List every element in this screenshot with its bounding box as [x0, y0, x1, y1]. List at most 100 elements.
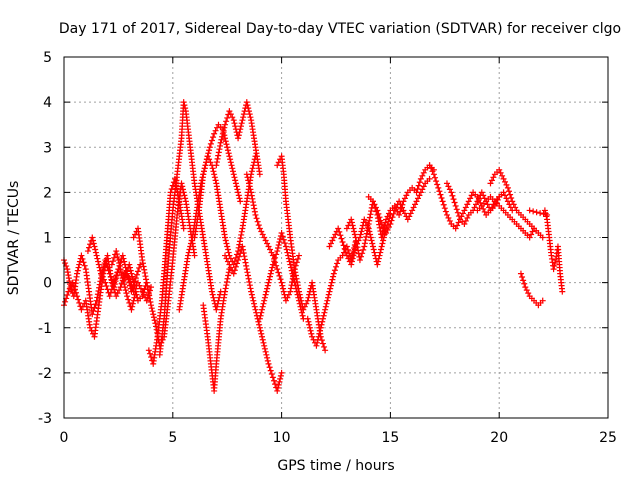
- data-point: [374, 207, 381, 214]
- data-point-interp: [296, 291, 303, 298]
- series-arc-07: [156, 99, 224, 358]
- data-point-interp: [376, 214, 383, 221]
- data-point-interp: [353, 237, 360, 244]
- data-point-interp: [358, 253, 365, 260]
- series-arc-11: [213, 99, 263, 178]
- data-point-interp: [455, 213, 462, 220]
- data-point-interp: [323, 300, 330, 307]
- data-point: [137, 261, 144, 268]
- data-point-interp: [285, 252, 292, 259]
- data-point: [235, 135, 242, 142]
- data-point-interp: [446, 186, 453, 193]
- data-point-interp: [486, 204, 493, 211]
- data-point-interp: [223, 141, 230, 148]
- data-point-interp: [132, 288, 139, 295]
- data-point-interp: [289, 270, 296, 277]
- data-point-interp: [272, 254, 279, 261]
- data-point: [128, 306, 135, 313]
- data-point-interp: [377, 246, 384, 253]
- data-point-interp: [338, 235, 345, 242]
- data-point-interp: [123, 271, 130, 278]
- data-point-interp: [125, 296, 132, 303]
- data-point: [130, 234, 137, 241]
- data-point-interp: [147, 298, 154, 305]
- data-point-interp: [201, 165, 208, 172]
- data-point-interp: [377, 249, 384, 256]
- data-point-interp: [244, 102, 251, 109]
- data-point-interp: [209, 291, 216, 298]
- data-point: [130, 279, 137, 286]
- data-point-interp: [248, 192, 255, 199]
- data-point: [74, 270, 81, 277]
- data-point-interp: [502, 192, 509, 199]
- y-tick-label: -3: [38, 411, 52, 427]
- data-point-interp: [363, 233, 370, 240]
- data-point-interp: [353, 240, 360, 247]
- data-point-interp: [266, 246, 273, 253]
- data-point-interp: [214, 300, 221, 307]
- data-point-interp: [294, 255, 301, 262]
- data-point-interp: [241, 253, 248, 260]
- data-point-interp: [142, 273, 149, 280]
- data-point-interp: [287, 285, 294, 292]
- data-point-interp: [225, 269, 232, 276]
- data-point: [365, 220, 372, 227]
- data-point-interp: [332, 231, 339, 238]
- data-point: [348, 261, 355, 268]
- data-point-interp: [364, 227, 371, 234]
- data-point-interp: [242, 259, 249, 266]
- data-point-interp: [453, 206, 460, 213]
- data-point-interp: [231, 120, 238, 127]
- data-point-interp: [144, 286, 151, 293]
- data-point-interp: [234, 186, 241, 193]
- data-point-interp: [274, 384, 281, 391]
- data-point: [87, 324, 94, 331]
- data-point: [230, 117, 237, 124]
- data-point-interp: [275, 242, 282, 249]
- data-point-interp: [268, 371, 275, 378]
- data-point-interp: [251, 303, 258, 310]
- data-point-interp: [236, 238, 243, 245]
- data-point-interp: [327, 282, 334, 289]
- data-point-interp: [237, 123, 244, 130]
- series-arc-24: [517, 270, 546, 309]
- data-point-interp: [250, 162, 257, 169]
- data-point-interp: [261, 294, 268, 301]
- data-point-interp: [250, 297, 257, 304]
- data-point: [448, 189, 455, 196]
- data-point: [222, 121, 229, 128]
- x-tick-label: 15: [381, 430, 399, 446]
- data-point: [478, 189, 485, 196]
- series-arc-14: [256, 229, 307, 322]
- data-point: [206, 144, 213, 151]
- data-point-interp: [205, 150, 212, 157]
- data-point-interp: [214, 303, 221, 310]
- data-point-interp: [333, 263, 339, 270]
- data-point-interp: [94, 255, 101, 262]
- data-point: [361, 216, 368, 223]
- data-point-interp: [64, 292, 71, 299]
- data-point-interp: [76, 299, 83, 306]
- data-point: [139, 257, 146, 264]
- data-point-interp: [81, 262, 88, 269]
- data-point-interp: [349, 255, 356, 262]
- data-point-interp: [362, 237, 369, 244]
- data-point-interp: [233, 260, 240, 267]
- data-point-interp: [295, 285, 302, 292]
- data-point-interp: [272, 381, 279, 388]
- data-point-interp: [214, 124, 221, 131]
- data-point-interp: [259, 303, 266, 310]
- data-point-interp: [327, 285, 334, 292]
- data-point-interp: [472, 201, 479, 208]
- data-point: [65, 288, 72, 295]
- data-point-interp: [277, 276, 284, 283]
- data-point-interp: [288, 264, 295, 271]
- data-point-interp: [533, 209, 540, 216]
- data-point-interp: [280, 288, 287, 295]
- data-point-interp: [358, 228, 365, 235]
- y-tick-label: 2: [43, 185, 52, 201]
- data-point-interp: [141, 269, 148, 276]
- data-point: [143, 279, 150, 286]
- data-point-interp: [445, 183, 452, 190]
- data-point: [97, 270, 104, 277]
